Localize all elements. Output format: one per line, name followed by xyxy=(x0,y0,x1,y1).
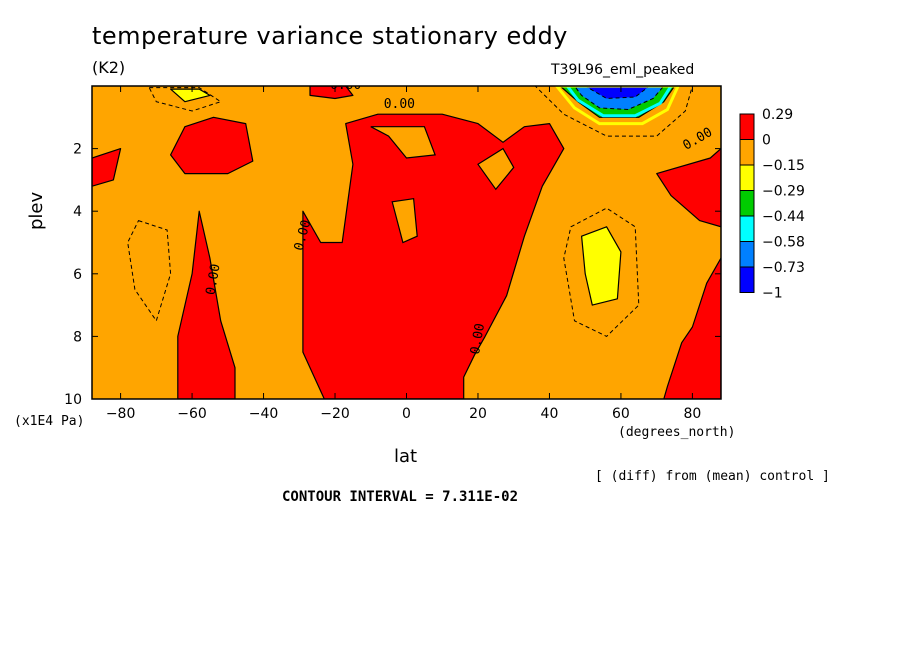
y-tick-label: 4 xyxy=(73,204,82,220)
contour-region-6 xyxy=(92,148,122,187)
x-axis-label: lat xyxy=(394,446,418,467)
x-tick-label: 60 xyxy=(612,406,630,422)
colorbar-swatch-3 xyxy=(739,190,755,217)
x-tick-label: 0 xyxy=(402,406,411,422)
chart-title: temperature variance stationary eddy xyxy=(92,22,568,50)
jet-core-yellow-edge xyxy=(554,86,680,126)
colorbar-label-2: −0.15 xyxy=(762,158,805,174)
x-tick-label: 20 xyxy=(469,406,487,422)
colorbar-swatch-1 xyxy=(739,139,755,166)
colorbar-label-7: −1 xyxy=(762,286,783,302)
contour-interval-note: CONTOUR INTERVAL = 7.311E-02 xyxy=(282,489,519,505)
colorbar-swatch-5 xyxy=(739,241,755,268)
colorbar-label-3: −0.29 xyxy=(762,184,805,200)
negative-contour-1 xyxy=(563,207,640,338)
x-tick-label: −80 xyxy=(106,406,136,422)
colorbar-swatch-4 xyxy=(739,215,755,242)
x-tick-label: −40 xyxy=(249,406,279,422)
colorbar-label-5: −0.58 xyxy=(762,235,805,251)
y-axis-units: (x1E4 Pa) xyxy=(14,414,85,429)
jet-core-cyan-edge xyxy=(565,86,673,118)
x-tick-label: 40 xyxy=(541,406,559,422)
contour-region-2 xyxy=(170,116,254,175)
run-name: T39L96_eml_peaked xyxy=(551,62,695,78)
contour-region-4 xyxy=(663,257,721,399)
colorbar-swatch-6 xyxy=(739,266,755,293)
contour-label-4: 0.00 xyxy=(204,263,224,296)
colorbar-label-6: −0.73 xyxy=(762,260,805,276)
contour-region-8 xyxy=(581,226,622,306)
colorbar-label-4: −0.44 xyxy=(762,209,805,225)
plot-area: 0.000.000.000.000.000.00 xyxy=(92,78,721,399)
contour-label-1: 0.00 xyxy=(384,97,415,112)
colorbar-swatch-0 xyxy=(739,113,755,140)
contour-hole-7-0 xyxy=(370,126,436,159)
x-tick-label: 80 xyxy=(683,406,701,422)
colorbar-label-0: 0.29 xyxy=(762,107,793,123)
y-tick-label: 8 xyxy=(73,329,82,345)
negative-contour-0 xyxy=(127,219,172,322)
x-tick-label: −20 xyxy=(320,406,350,422)
contour-label-0: 0.00 xyxy=(330,78,361,93)
diff-note: [ (diff) from (mean) control ] xyxy=(595,469,830,484)
y-tick-label: 10 xyxy=(64,392,82,408)
contour-region-1 xyxy=(177,210,236,399)
contour-region-3 xyxy=(309,86,354,100)
contour-region-5 xyxy=(656,148,721,228)
colorbar-label-1: 0 xyxy=(762,133,771,149)
chart-units: (K2) xyxy=(92,58,126,77)
y-tick-label: 2 xyxy=(73,142,82,158)
contour-hole-7-2 xyxy=(391,198,418,244)
y-axis-label: plev xyxy=(26,191,47,230)
y-tick-label: 6 xyxy=(73,267,82,283)
jet-core-ring-1 xyxy=(584,86,651,100)
colorbar-swatch-2 xyxy=(739,164,755,191)
contour-region-9 xyxy=(170,88,211,103)
x-axis-units: (degrees_north) xyxy=(618,425,736,440)
x-tick-label: −60 xyxy=(177,406,207,422)
contour-label-5: 0.00 xyxy=(468,322,488,355)
contour-hole-7-1 xyxy=(477,147,515,191)
